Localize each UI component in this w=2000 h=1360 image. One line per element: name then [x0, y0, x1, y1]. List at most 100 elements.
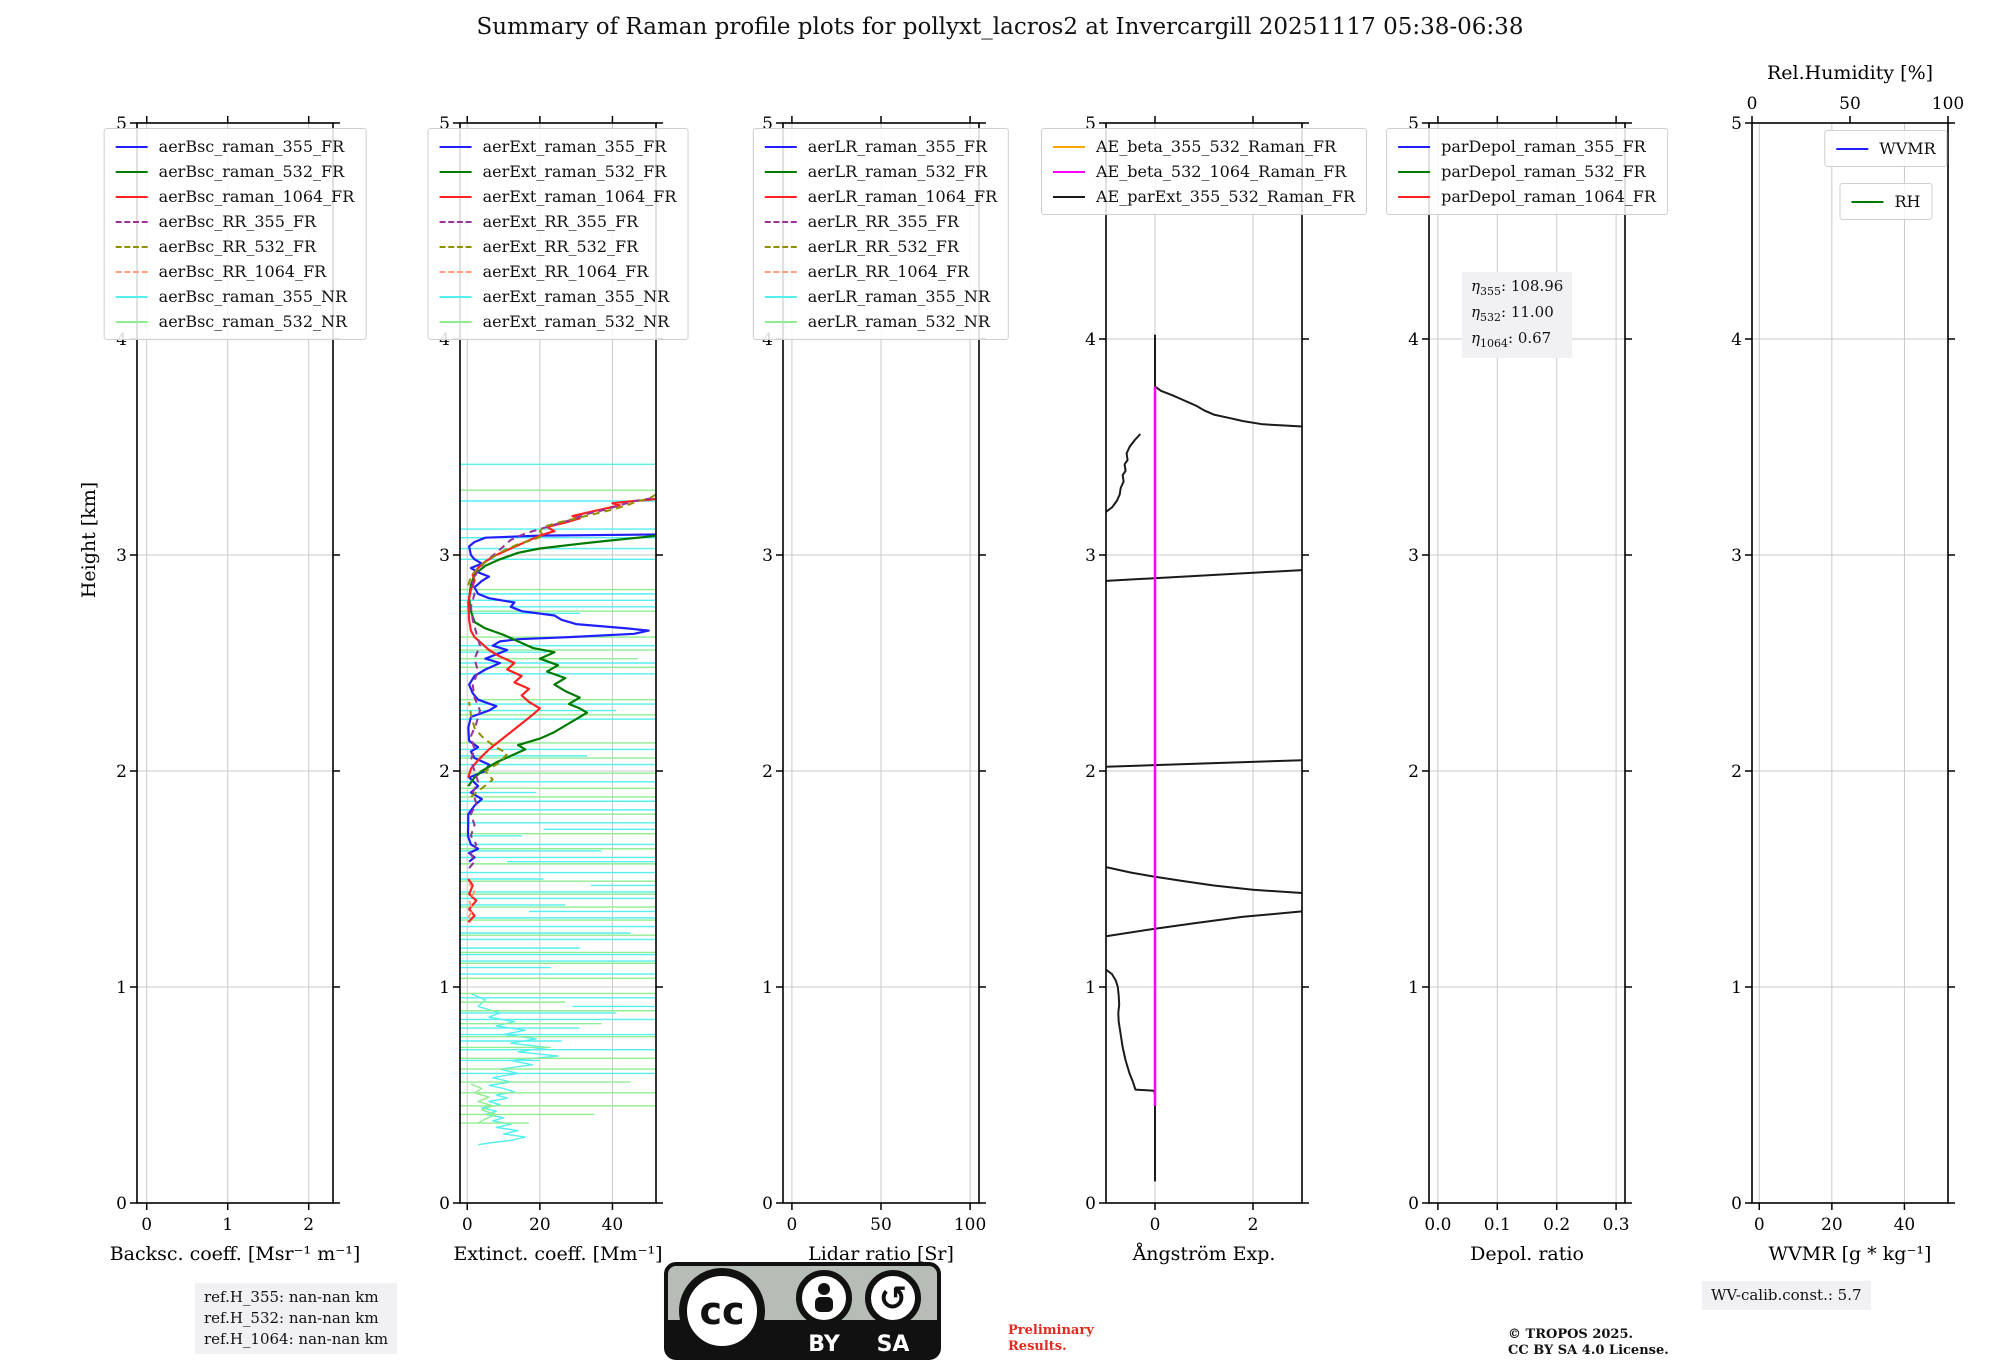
panel-extinction-series [460, 463, 656, 1146]
panel-lidar-ratio-axis-label: Lidar ratio [Sr] [808, 1243, 954, 1265]
page-title: Summary of Raman profile plots for polly… [476, 14, 1524, 40]
panel-backscatter-grid [137, 123, 333, 1203]
aerExt_raman_1064_FR [467, 497, 656, 923]
y-tick-label: 1 [1731, 978, 1742, 998]
y-tick-label: 1 [1408, 978, 1419, 998]
panel-wvmr-axis-label: WVMR [g * kg⁻¹] [1769, 1243, 1932, 1265]
y-tick-label: 4 [1085, 330, 1096, 350]
panel-backscatter-frame [136, 122, 334, 1204]
cc-sa-label: SA [877, 1332, 910, 1357]
x-tick-label: 20 [529, 1215, 551, 1235]
reference-height-note: ref.H_355: nan-nan km ref.H_532: nan-nan… [195, 1283, 398, 1354]
aerExt_RR_355_FR [468, 495, 656, 869]
aerExt_RR_1064_FR [467, 882, 476, 919]
y-tick-label: 5 [762, 114, 773, 134]
x-tick-label: 20 [1821, 1215, 1843, 1235]
aerExt_raman_355_FR [466, 533, 656, 863]
y-tick-label: 0 [1085, 1194, 1096, 1214]
aerExt_raman_532_FR [467, 534, 656, 787]
y-tick-label: 4 [1731, 330, 1742, 350]
aerExt_raman_532_NR [460, 489, 656, 1124]
panel-depol-grid [1429, 123, 1625, 1203]
panel-extinction-y-axis: 0 1 2 3 4 5 [439, 114, 663, 1214]
y-tick-label: 4 [439, 330, 450, 350]
preliminary-results-note: Preliminary Results. [1008, 1323, 1094, 1354]
y-tick-label: 4 [1408, 330, 1419, 350]
panel-wvmr-x-axis: 0 20 40 0 50 100 Rel.Humidity [%] [1747, 62, 1965, 1235]
rh-tick-label: 100 [1932, 94, 1964, 114]
y-tick-label: 3 [1731, 546, 1742, 566]
panel-depol-x-axis: 0.0 0.1 0.2 0.3 [1424, 116, 1630, 1235]
x-tick-label: 0 [1150, 1215, 1161, 1235]
y-tick-label: 2 [116, 762, 127, 782]
ref-h-1064: ref.H_1064: nan-nan km [204, 1330, 389, 1348]
y-tick-label: 2 [1408, 762, 1419, 782]
aerExt_RR_532_FR [467, 493, 656, 798]
x-tick-label: 0.2 [1543, 1215, 1570, 1235]
cc-by-sa-badge: cc ↺ BY SA [664, 1262, 941, 1360]
y-tick-label: 4 [116, 330, 127, 350]
panel-angstrom-series [1106, 334, 1302, 1182]
y-tick-label: 2 [1731, 762, 1742, 782]
panel-angstrom-y-axis: 0 1 2 3 4 5 [1085, 114, 1309, 1214]
y-tick-label: 0 [439, 1194, 450, 1214]
x-tick-label: 100 [954, 1215, 986, 1235]
panel-lidar-ratio-x-axis: 0 50 100 [786, 116, 986, 1235]
y-tick-label: 2 [439, 762, 450, 782]
y-tick-label: 3 [762, 546, 773, 566]
aerExt_raman_355_NR [460, 463, 656, 1146]
x-tick-label: 0 [1754, 1215, 1765, 1235]
x-tick-label: 1 [222, 1215, 233, 1235]
share-alike-arrow-icon [865, 1270, 921, 1326]
x-tick-label: 40 [1894, 1215, 1916, 1235]
y-tick-label: 0 [762, 1194, 773, 1214]
ref-h-355: ref.H_355: nan-nan km [204, 1288, 379, 1306]
y-tick-label: 5 [1408, 114, 1419, 134]
y-tick-label: 0 [1731, 1194, 1742, 1214]
AE_parExt_355_532_Raman_FR [1106, 334, 1302, 1182]
panel-angstrom-axis-label: Ångström Exp. [1132, 1243, 1276, 1265]
panel-depol-frame [1428, 122, 1626, 1204]
panel-lidar-ratio-grid [783, 123, 979, 1203]
y-tick-label: 0 [116, 1194, 127, 1214]
panel-backscatter-y-axis: 0 1 2 3 4 5 [116, 114, 340, 1214]
y-tick-label: 3 [1085, 546, 1096, 566]
wv-calibration-note: WV-calib.const.: 5.7 [1702, 1281, 1871, 1310]
panel-angstrom-frame [1105, 122, 1303, 1204]
panel-angstrom-grid [1106, 123, 1302, 1203]
panel-lidar-ratio-y-axis: 0 1 2 3 4 5 [762, 114, 986, 1214]
x-tick-label: 2 [303, 1215, 314, 1235]
y-tick-label: 2 [762, 762, 773, 782]
panel-extinction-x-axis: 0 20 40 [462, 116, 623, 1235]
y-tick-label: 5 [116, 114, 127, 134]
x-tick-label: 0.3 [1603, 1215, 1630, 1235]
height-axis-label: Height [km] [78, 482, 100, 598]
cc-letters: cc [699, 1289, 744, 1333]
x-tick-label: 0 [786, 1215, 797, 1235]
panel-depol-axis-label: Depol. ratio [1470, 1243, 1584, 1265]
y-tick-label: 1 [1085, 978, 1096, 998]
ref-h-532: ref.H_532: nan-nan km [204, 1309, 379, 1327]
rel-humidity-axis-label: Rel.Humidity [%] [1767, 62, 1933, 84]
panel-extinction-frame [459, 122, 657, 1204]
x-tick-label: 0.0 [1424, 1215, 1451, 1235]
y-tick-label: 2 [1085, 762, 1096, 782]
y-tick-label: 1 [439, 978, 450, 998]
x-tick-label: 0.1 [1484, 1215, 1511, 1235]
y-tick-label: 5 [1085, 114, 1096, 134]
y-tick-label: 4 [762, 330, 773, 350]
y-tick-label: 5 [439, 114, 450, 134]
y-tick-label: 3 [116, 546, 127, 566]
y-tick-label: 5 [1731, 114, 1742, 134]
panel-depol-y-axis: 0 1 2 3 4 5 [1408, 114, 1632, 1214]
y-tick-label: 3 [439, 546, 450, 566]
y-tick-label: 0 [1408, 1194, 1419, 1214]
cc-by-label: BY [808, 1332, 841, 1357]
panel-backscatter-x-axis: 0 1 2 [141, 116, 314, 1235]
rh-tick-label: 0 [1747, 94, 1758, 114]
panel-wvmr-frame [1751, 122, 1949, 1204]
y-tick-label: 1 [116, 978, 127, 998]
tropos-copyright: © TROPOS 2025. [1508, 1327, 1634, 1342]
